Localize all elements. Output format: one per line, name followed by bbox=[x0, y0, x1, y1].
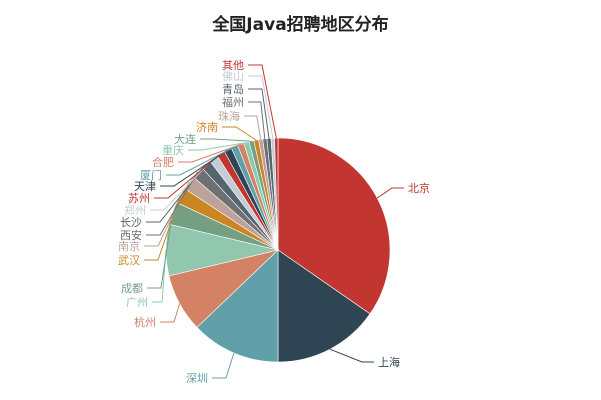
pie-slice-2 bbox=[196, 249, 279, 363]
leader-line-10 bbox=[150, 158, 214, 211]
leader-line-14 bbox=[178, 143, 241, 163]
slice-label-1: 上海 bbox=[378, 355, 400, 369]
slice-label-22: 其他 bbox=[222, 59, 244, 72]
pie-slice-22 bbox=[274, 137, 279, 251]
slice-label-10: 郑州 bbox=[124, 203, 146, 217]
slice-label-12: 天津 bbox=[134, 180, 156, 193]
leader-line-12 bbox=[160, 149, 229, 187]
leader-line-8 bbox=[146, 171, 198, 236]
leader-line-16 bbox=[200, 138, 252, 142]
slice-label-4: 广州 bbox=[126, 296, 148, 309]
leader-line-0 bbox=[376, 187, 404, 199]
slice-label-3: 杭州 bbox=[134, 315, 156, 329]
slice-label-20: 青岛 bbox=[222, 82, 244, 96]
leader-line-20 bbox=[248, 88, 270, 139]
slice-label-13: 厦门 bbox=[140, 168, 162, 182]
pie-slices bbox=[165, 137, 391, 363]
slice-label-18: 珠海 bbox=[218, 109, 240, 123]
slice-label-21: 佛山 bbox=[222, 70, 244, 83]
slice-label-6: 武汉 bbox=[118, 254, 140, 267]
slice-label-9: 长沙 bbox=[120, 216, 142, 229]
leader-line-19 bbox=[248, 101, 266, 139]
leader-line-1 bbox=[329, 348, 374, 363]
slice-label-7: 南京 bbox=[118, 239, 140, 253]
leader-line-15 bbox=[188, 142, 247, 151]
slice-label-15: 重庆 bbox=[162, 143, 184, 157]
leader-line-5 bbox=[147, 213, 173, 289]
slice-label-2: 深圳 bbox=[186, 372, 208, 385]
leader-line-11 bbox=[154, 153, 222, 199]
leader-line-13 bbox=[166, 146, 235, 176]
chart-title: 全国Java招聘地区分布 bbox=[212, 15, 389, 35]
leader-line-6 bbox=[144, 195, 181, 261]
leader-line-4 bbox=[152, 249, 167, 303]
leader-line-3 bbox=[160, 303, 181, 323]
leader-line-9 bbox=[146, 163, 207, 223]
leader-line-21 bbox=[248, 75, 274, 139]
leader-line-18 bbox=[244, 115, 262, 140]
slice-label-17: 济南 bbox=[196, 120, 218, 134]
slice-label-16: 大连 bbox=[174, 132, 196, 146]
leader-line-2 bbox=[212, 352, 235, 379]
slice-label-11: 苏州 bbox=[128, 192, 150, 205]
label-leader-lines bbox=[144, 64, 404, 379]
pie-slice-1 bbox=[277, 249, 371, 363]
slice-label-14: 合肥 bbox=[152, 155, 174, 169]
slice-label-5: 成都 bbox=[121, 282, 143, 295]
leader-line-17 bbox=[222, 126, 257, 141]
slice-label-0: 北京 bbox=[408, 181, 430, 195]
slice-label-8: 西安 bbox=[120, 228, 142, 242]
leader-line-22 bbox=[248, 64, 277, 139]
slice-label-19: 福州 bbox=[222, 95, 244, 109]
